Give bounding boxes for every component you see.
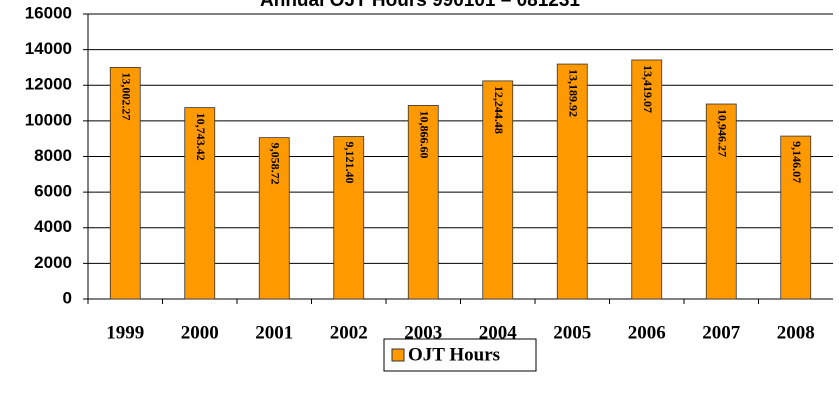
x-tick-label: 2006 bbox=[628, 322, 666, 343]
value-label: 10,946.27 bbox=[716, 109, 730, 157]
value-label: 13,002.27 bbox=[120, 72, 134, 120]
value-label: 9,146.07 bbox=[790, 141, 804, 183]
x-tick-label: 2003 bbox=[404, 322, 442, 343]
bar bbox=[333, 136, 365, 300]
y-tick-label: 16000 bbox=[25, 3, 72, 22]
legend-swatch bbox=[391, 348, 405, 362]
y-tick-label: 4000 bbox=[34, 217, 72, 236]
value-label: 13,189.92 bbox=[567, 69, 581, 117]
x-tick-label: 2004 bbox=[479, 322, 518, 343]
x-tick-label: 2001 bbox=[255, 322, 293, 343]
value-label: 10,743.42 bbox=[194, 113, 208, 161]
bar bbox=[556, 63, 588, 300]
y-tick-label: 8000 bbox=[34, 146, 72, 165]
y-tick-label: 2000 bbox=[34, 253, 72, 272]
bar bbox=[184, 107, 216, 300]
y-tick-label: 12000 bbox=[25, 75, 72, 94]
legend-label: OJT Hours bbox=[408, 344, 500, 365]
x-tick-label: 2002 bbox=[330, 322, 368, 343]
bar bbox=[407, 105, 439, 300]
y-tick-label: 6000 bbox=[34, 182, 72, 201]
bar bbox=[631, 59, 663, 300]
x-tick-label: 2007 bbox=[702, 322, 741, 343]
value-label: 13,419.07 bbox=[641, 65, 655, 113]
y-tick-label: 0 bbox=[63, 288, 72, 307]
legend-box bbox=[383, 338, 537, 372]
value-label: 10,866.60 bbox=[418, 110, 432, 158]
x-tick-label: 2000 bbox=[181, 322, 219, 343]
y-tick-label: 14000 bbox=[25, 39, 72, 58]
x-tick-label: 2005 bbox=[553, 322, 591, 343]
bar bbox=[780, 135, 812, 300]
bar bbox=[258, 137, 290, 300]
value-label: 12,244.48 bbox=[492, 86, 506, 134]
chart-title: Annual OJT Hours 990101 – 081231 bbox=[260, 0, 580, 11]
bar bbox=[705, 103, 737, 300]
value-label: 9,058.72 bbox=[269, 143, 283, 185]
bar bbox=[109, 66, 141, 300]
y-tick-label: 10000 bbox=[25, 110, 72, 129]
x-tick-label: 1999 bbox=[106, 322, 144, 343]
value-label: 9,121.40 bbox=[343, 142, 357, 184]
x-tick-label: 2008 bbox=[777, 322, 815, 343]
bar bbox=[482, 80, 514, 300]
